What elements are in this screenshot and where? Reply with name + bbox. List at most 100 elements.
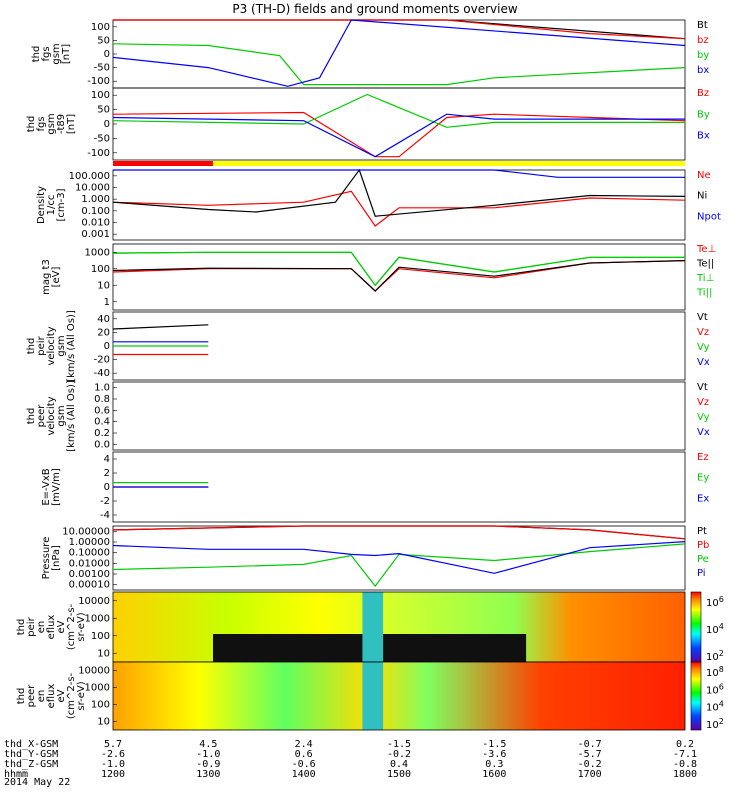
spectrogram-gap xyxy=(362,592,384,662)
panel-pressure: 10.000001.000000.100000.010000.001000.00… xyxy=(41,525,709,591)
y-tick-label: 10.000 xyxy=(75,183,110,194)
legend-entry: Te|| xyxy=(696,259,714,270)
y-tick-label: 100 xyxy=(91,700,110,711)
y-tick-label: 0.01000 xyxy=(69,558,110,569)
series-bz xyxy=(113,19,686,40)
x-axis-row-label: thd_Y-GSM xyxy=(4,749,58,760)
x-tick-label: -1.5 xyxy=(482,739,506,750)
legend-entry: Te⊥ xyxy=(696,244,716,255)
y-tick-label: 10 xyxy=(97,280,110,291)
colorbar-tick: 106 xyxy=(706,682,724,696)
panel-frame xyxy=(112,525,686,591)
x-tick-label: 1300 xyxy=(196,769,220,780)
x-tick-label: 5.7 xyxy=(104,739,122,750)
panel-frame xyxy=(112,19,686,89)
panel-efield: 4 2 0 -2 -4 E=-VxB[mV/m] Ez Ey Ex xyxy=(41,451,709,523)
panel-frame xyxy=(112,661,686,731)
y-tick-label: 20 xyxy=(97,327,110,338)
y-tick-label: 0 xyxy=(104,482,110,493)
x-tick-label: 4.5 xyxy=(199,739,217,750)
legend-entry: Npot xyxy=(697,211,721,222)
y-tick-label: 10000 xyxy=(78,596,110,607)
mode-bar xyxy=(113,161,685,166)
panel-temperature: 1000 100 10 1 mag t3[eV] Te⊥ Te|| Ti⊥ Ti|| xyxy=(41,243,716,311)
y-tick-label: 0.8 xyxy=(94,394,110,405)
y-tick-label: 0.0 xyxy=(94,439,110,450)
series-Te⊥ xyxy=(112,260,686,292)
series-bx xyxy=(112,19,686,87)
colorbar-tick: 102 xyxy=(706,649,724,663)
x-tick-label: 1800 xyxy=(673,769,697,780)
y-tick-label: 1000 xyxy=(85,683,110,694)
series-Bx xyxy=(112,113,685,158)
legend-entry: Ey xyxy=(697,473,709,484)
series-Ti|| xyxy=(112,251,685,287)
series-Ne xyxy=(112,190,686,227)
series-Pe xyxy=(112,543,686,588)
colorbar-tick: 102 xyxy=(706,717,724,731)
y-axis-label: thdpeirvelocitygsm[km/s (All Os)] xyxy=(26,310,77,382)
series-Vt xyxy=(112,324,209,330)
low-energy-noise xyxy=(213,634,363,662)
y-tick-label: 10 xyxy=(97,648,110,659)
y-axis-label: thdfgsgsm-t89[nT] xyxy=(26,113,77,134)
y-tick-label: 50 xyxy=(97,35,110,46)
x-tick-label: -5.7 xyxy=(578,749,602,760)
y-tick-label: 1000 xyxy=(85,613,110,624)
y-axis-label: E=-VxB[mV/m] xyxy=(41,468,62,506)
panel-frame xyxy=(112,87,686,161)
legend-entry: Vx xyxy=(697,427,710,438)
y-tick-label: 0.4 xyxy=(94,417,110,428)
y-tick-label: -50 xyxy=(94,63,110,74)
series-Bz xyxy=(112,111,686,158)
y-tick-label: 50 xyxy=(97,105,110,116)
panel-fgs_tilt: 100 50 0 -50 -100 thdfgsgsm-t89[nT] Bz By Bx xyxy=(26,87,710,161)
legend-entry: Bz xyxy=(697,88,709,99)
x-tick-label: 2.4 xyxy=(295,739,313,750)
series-By xyxy=(112,93,685,128)
panel-frame xyxy=(112,381,686,451)
y-tick-label: 100 xyxy=(91,264,110,275)
legend-entry: Vx xyxy=(697,357,710,368)
x-axis-row-label: hhmm xyxy=(4,769,28,780)
y-axis-label: thdpeerenefluxeV(cm^2-s-sr-eV) xyxy=(16,672,87,719)
x-tick-label: -0.7 xyxy=(578,739,602,750)
x-axis-row-label: thd_X-GSM xyxy=(4,739,58,750)
legend-entry: bz xyxy=(697,35,709,46)
y-tick-label: 0 xyxy=(104,341,110,352)
x-axis-labels: thd_X-GSM 5.7 4.5 2.4 -1.5 -1.5 -0.7 0.2 thd_Y-G… xyxy=(4,739,697,780)
y-tick-label: 1.000 xyxy=(81,194,110,205)
x-tick-label: -7.1 xyxy=(673,749,697,760)
y-tick-label: 1.0 xyxy=(94,383,110,394)
panel-peer_v: 1.00.80.60.40.20.0 thdpeervelocitygsm[km/… xyxy=(26,380,710,452)
y-tick-label: 0.00010 xyxy=(69,580,110,591)
spectrogram-gap xyxy=(362,662,384,730)
y-tick-label: -100 xyxy=(87,76,110,87)
low-energy-noise xyxy=(383,634,527,662)
series-Bt xyxy=(113,19,686,40)
x-tick-label: -3.6 xyxy=(482,749,506,760)
x-tick-label: 0.4 xyxy=(390,759,408,770)
series-Pi xyxy=(112,541,686,574)
legend-entry: Vt xyxy=(697,312,708,323)
date-label: 2014 May 22 xyxy=(4,777,70,788)
y-tick-label: 10 xyxy=(97,717,110,728)
x-tick-label: 0.3 xyxy=(485,759,503,770)
legend-entry: Vy xyxy=(697,342,710,353)
y-axis-label: thdpeirenefluxeV(cm^2-s-sr-eV) xyxy=(16,603,87,650)
legend-entry: Ni xyxy=(697,191,707,202)
series-Pb xyxy=(112,525,686,540)
legend-entry: bx xyxy=(697,65,709,76)
y-tick-label: 4 xyxy=(104,454,110,465)
legend-entry: Pt xyxy=(697,526,707,537)
y-tick-label: 0.10000 xyxy=(69,548,110,559)
y-tick-label: -40 xyxy=(94,368,110,379)
y-tick-label: 100 xyxy=(91,22,110,33)
y-tick-label: 0.6 xyxy=(94,405,110,416)
legend-entry: Ti|| xyxy=(696,288,712,299)
x-tick-label: -0.6 xyxy=(292,759,316,770)
legend-entry: Bx xyxy=(697,131,710,142)
y-axis-label: mag t3[eV] xyxy=(41,259,62,295)
y-tick-label: 10.00000 xyxy=(62,526,110,537)
